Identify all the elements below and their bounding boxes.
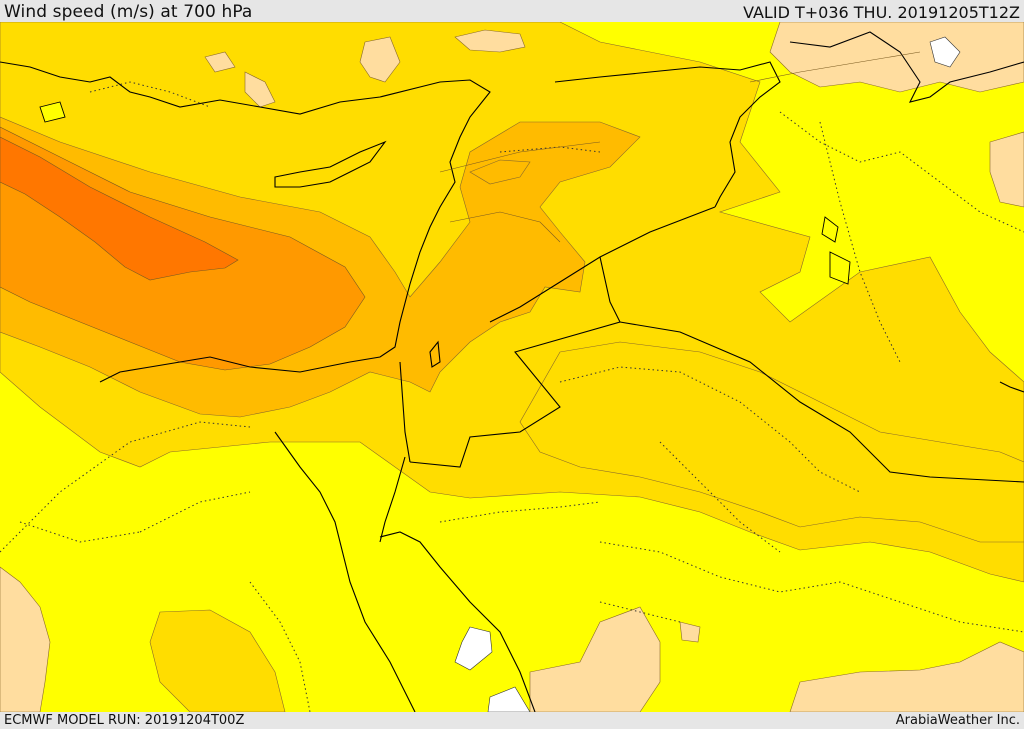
- wind-patch-syria: [469, 159, 531, 185]
- chart-title: Wind speed (m/s) at 700 hPa: [4, 2, 253, 22]
- water-patch-caspian: [929, 36, 961, 68]
- valid-time: VALID T+036 THU. 20191205T12Z: [743, 3, 1020, 22]
- model-run-label: ECMWF MODEL RUN: 20191204T00Z: [4, 713, 245, 728]
- calm-patch-saudi-small: [679, 621, 701, 643]
- wind-speed-map[interactable]: [0, 22, 1024, 712]
- contour-lines: [439, 51, 921, 243]
- calm-patch-saudi-south: [529, 606, 661, 712]
- wind-band-level-2-east: [519, 341, 1024, 543]
- water-patch-egypt: [454, 626, 493, 671]
- calm-patch-iran-2: [989, 131, 1024, 208]
- calm-patch-turkey-2: [359, 36, 401, 83]
- wind-band-level-5: [0, 136, 239, 281]
- map-canvas: [0, 22, 1024, 712]
- calm-patch-egypt-west: [0, 566, 51, 712]
- header-bar: Wind speed (m/s) at 700 hPa VALID T+036 …: [0, 0, 1024, 22]
- calm-patch-iran: [769, 22, 1024, 93]
- credit-label: ArabiaWeather Inc.: [895, 713, 1020, 728]
- calm-patch-egypt-south: [149, 609, 286, 712]
- calm-patch-turkey-4: [244, 71, 276, 108]
- calm-patch-turkey-3: [204, 51, 236, 73]
- islands: [39, 101, 851, 285]
- dotted-borders: [0, 81, 1024, 712]
- water-patch-south: [487, 686, 531, 712]
- footer-bar: ECMWF MODEL RUN: 20191204T00Z ArabiaWeat…: [0, 712, 1024, 729]
- calm-patch-saudi-east: [789, 641, 1024, 712]
- calm-patch-turkey-1: [454, 29, 526, 53]
- coastlines: [0, 31, 1024, 712]
